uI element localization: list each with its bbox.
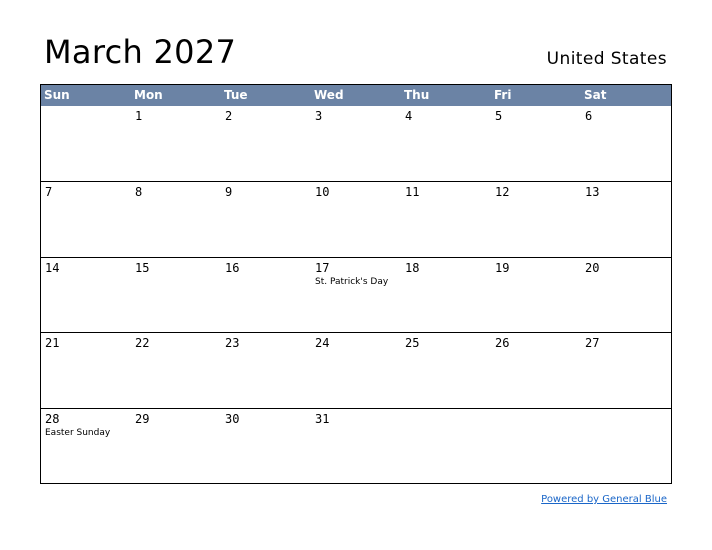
day-cell: 15 xyxy=(131,258,221,332)
day-cell: 5 xyxy=(491,106,581,181)
day-cell xyxy=(491,409,581,483)
day-number: 26 xyxy=(495,336,510,351)
day-cell: 9 xyxy=(221,182,311,256)
day-cell: 29 xyxy=(131,409,221,483)
day-number: 19 xyxy=(495,260,510,275)
day-number: 25 xyxy=(405,336,420,351)
day-cell: 13 xyxy=(581,182,671,256)
day-number: 23 xyxy=(225,336,240,351)
day-number: 10 xyxy=(315,185,330,200)
day-number: 6 xyxy=(585,109,593,123)
day-number: 2 xyxy=(225,109,233,123)
week-row: 7 8 9 10 11 12 13 xyxy=(41,181,671,256)
day-cell: 28 Easter Sunday xyxy=(41,409,131,483)
powered-by-link[interactable]: Powered by General Blue xyxy=(541,494,667,505)
week-row: 14 15 16 17 St. Patrick's Day 18 19 20 xyxy=(41,256,671,332)
day-cell: 27 xyxy=(581,333,671,407)
day-cell: 20 xyxy=(581,258,671,332)
day-cell: 23 xyxy=(221,333,311,407)
day-number: 18 xyxy=(405,260,420,275)
week-row: 1 2 3 4 5 6 xyxy=(41,106,671,181)
day-cell: 24 xyxy=(311,333,401,407)
day-number: 30 xyxy=(225,411,240,426)
day-cell: 1 xyxy=(131,106,221,181)
weekday-sat: Sat xyxy=(584,88,607,102)
day-cell: 31 xyxy=(311,409,401,483)
weekday-tue: Tue xyxy=(224,88,248,102)
day-number: 21 xyxy=(45,336,60,351)
day-cell: 30 xyxy=(221,409,311,483)
day-number: 27 xyxy=(585,336,600,351)
day-number: 29 xyxy=(135,411,150,426)
weekday-sun: Sun xyxy=(44,88,70,102)
day-number: 12 xyxy=(495,185,510,200)
day-cell: 25 xyxy=(401,333,491,407)
weekday-thu: Thu xyxy=(404,88,430,102)
day-number: 1 xyxy=(135,109,143,123)
day-number: 14 xyxy=(45,260,60,275)
day-number: 5 xyxy=(495,109,503,123)
day-cell: 10 xyxy=(311,182,401,256)
day-number: 31 xyxy=(315,411,330,426)
page-title: March 2027 xyxy=(44,33,237,71)
day-cell: 12 xyxy=(491,182,581,256)
day-cell: 6 xyxy=(581,106,671,181)
day-cell xyxy=(41,106,131,181)
day-cell: 16 xyxy=(221,258,311,332)
day-cell: 18 xyxy=(401,258,491,332)
day-cell: 4 xyxy=(401,106,491,181)
day-number: 11 xyxy=(405,185,420,200)
day-number: 17 xyxy=(315,260,330,275)
day-number: 24 xyxy=(315,336,330,351)
weekday-header: Sun Mon Tue Wed Thu Fri Sat xyxy=(41,85,671,106)
holiday-label: Easter Sunday xyxy=(45,427,111,438)
weekday-fri: Fri xyxy=(494,88,512,102)
day-number: 16 xyxy=(225,260,240,275)
week-row: 28 Easter Sunday 29 30 31 xyxy=(41,407,671,483)
country-label: United States xyxy=(546,49,667,69)
day-cell: 17 St. Patrick's Day xyxy=(311,258,401,332)
day-cell: 21 xyxy=(41,333,131,407)
calendar-grid: Sun Mon Tue Wed Thu Fri Sat 1 2 3 4 5 6 7 8 9 10 1… xyxy=(40,84,672,484)
day-cell: 11 xyxy=(401,182,491,256)
holiday-label: St. Patrick's Day xyxy=(315,276,389,287)
day-number: 8 xyxy=(135,185,143,200)
day-cell: 26 xyxy=(491,333,581,407)
day-cell xyxy=(401,409,491,483)
day-number: 22 xyxy=(135,336,150,351)
day-cell: 3 xyxy=(311,106,401,181)
day-number: 9 xyxy=(225,185,233,200)
day-cell xyxy=(581,409,671,483)
weeks-container: 1 2 3 4 5 6 7 8 9 10 11 12 13 14 15 16 17 St. Patrick's D… xyxy=(41,106,671,483)
day-cell: 8 xyxy=(131,182,221,256)
weekday-wed: Wed xyxy=(314,88,344,102)
day-number: 3 xyxy=(315,109,323,123)
day-cell: 22 xyxy=(131,333,221,407)
day-cell: 14 xyxy=(41,258,131,332)
day-cell: 19 xyxy=(491,258,581,332)
day-number: 15 xyxy=(135,260,150,275)
day-number: 4 xyxy=(405,109,413,123)
day-number: 28 xyxy=(45,411,60,426)
day-number: 7 xyxy=(45,185,53,200)
day-cell: 7 xyxy=(41,182,131,256)
week-row: 21 22 23 24 25 26 27 xyxy=(41,332,671,407)
weekday-mon: Mon xyxy=(134,88,163,102)
day-cell: 2 xyxy=(221,106,311,181)
day-number: 13 xyxy=(585,185,600,200)
day-number: 20 xyxy=(585,260,600,275)
